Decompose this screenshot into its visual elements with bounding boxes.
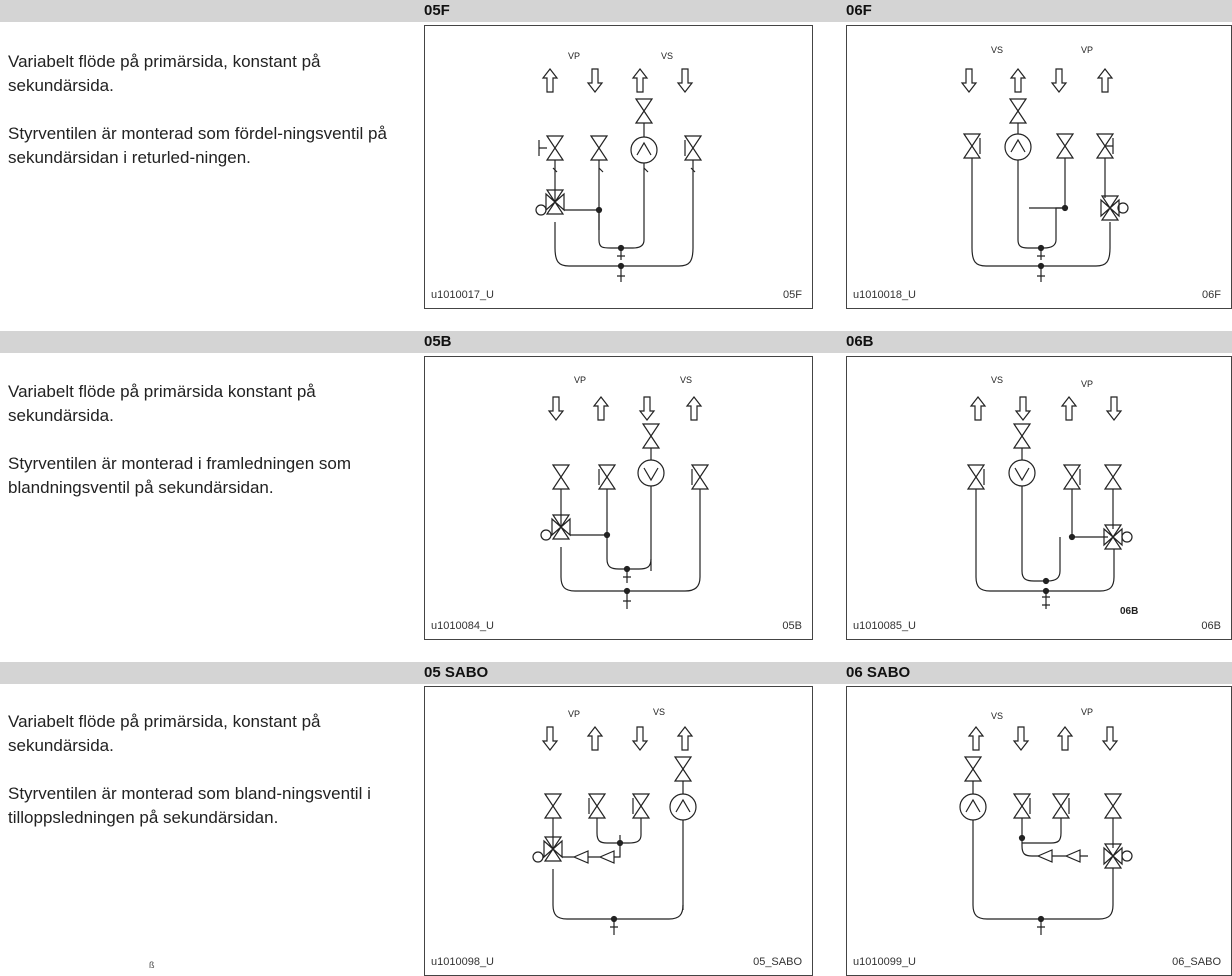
row-description: Variabelt flöde på primärsida konstant p… (8, 380, 408, 524)
row-description: Variabelt flöde på primärsida, konstant … (8, 50, 408, 194)
flow-side-label: VS (991, 45, 1003, 55)
schematic-05-SABO: VP VS (532, 707, 697, 935)
flow-side-label: VS (653, 707, 665, 717)
flow-side-label: VP (568, 51, 580, 61)
flow-side-label: VS (680, 375, 692, 385)
schematic-06-SABO: VS VP (959, 707, 1133, 935)
stray-mark: ß (149, 960, 155, 970)
row-header-band (0, 0, 1232, 22)
figure-code: u1010085_U (853, 620, 917, 632)
diagram-panel: VS VP 06B u1010085_U (846, 356, 1232, 640)
schematic-05B: VP VS (540, 375, 710, 609)
figure-code: u1010098_U (431, 956, 495, 968)
description-valve: Styrventilen är monterad i framledningen… (8, 454, 351, 497)
diagram-panel: VP VS u1010098_U 05_SABO (424, 686, 813, 976)
figure-code: u1010017_U (431, 289, 495, 301)
row-header-band (0, 331, 1232, 353)
flow-side-label: VP (1081, 45, 1093, 55)
figure-label: 06F (1202, 289, 1221, 301)
panel-title: 06F (846, 2, 872, 19)
panel-title: 06 SABO (846, 664, 911, 681)
description-valve: Styrventilen är monterad som fördel-ning… (8, 124, 387, 167)
panel-title: 05B (424, 333, 452, 350)
flow-side-label: VP (1081, 707, 1093, 717)
schematic-05F: VP VS (535, 51, 703, 282)
description-valve: Styrventilen är monterad som bland-nings… (8, 784, 371, 827)
diagram-panel: VS VP u1010018_U 06F (846, 25, 1232, 309)
figure-label: 05F (783, 289, 802, 301)
flow-side-label: VS (991, 711, 1003, 721)
diagram-panel: VS VP u1010099_U 06_SABO (846, 686, 1232, 976)
diagram-panel: VP VS u1010084_U 05B (424, 356, 813, 640)
flow-side-label: VS (661, 51, 673, 61)
diagram-panel: VP VS u1010017_U 05F (424, 25, 813, 309)
figure-code: u1010018_U (853, 289, 917, 301)
figure-code: u1010099_U (853, 956, 917, 968)
description-flow: Variabelt flöde på primärsida konstant p… (8, 382, 316, 425)
figure-label: 05B (782, 620, 802, 632)
flow-side-label: VP (568, 709, 580, 719)
row-description: Variabelt flöde på primärsida, konstant … (8, 710, 408, 854)
overlapping-label: 06B (1120, 606, 1139, 617)
figure-label: 06_SABO (1172, 956, 1221, 968)
description-flow: Variabelt flöde på primärsida, konstant … (8, 52, 321, 95)
flow-side-label: VP (574, 375, 586, 385)
row-header-band (0, 662, 1232, 684)
panel-title: 05 SABO (424, 664, 489, 681)
panel-title: 06B (846, 333, 874, 350)
figure-label: 05_SABO (753, 956, 802, 968)
panel-title: 05F (424, 2, 450, 19)
schematic-06B: VS VP (966, 375, 1133, 609)
flow-side-label: VS (991, 375, 1003, 385)
figure-code: u1010084_U (431, 620, 495, 632)
schematic-06F: VS VP (960, 45, 1129, 282)
figure-label: 06B (1201, 620, 1221, 632)
description-flow: Variabelt flöde på primärsida, konstant … (8, 712, 321, 755)
flow-side-label: VP (1081, 379, 1093, 389)
